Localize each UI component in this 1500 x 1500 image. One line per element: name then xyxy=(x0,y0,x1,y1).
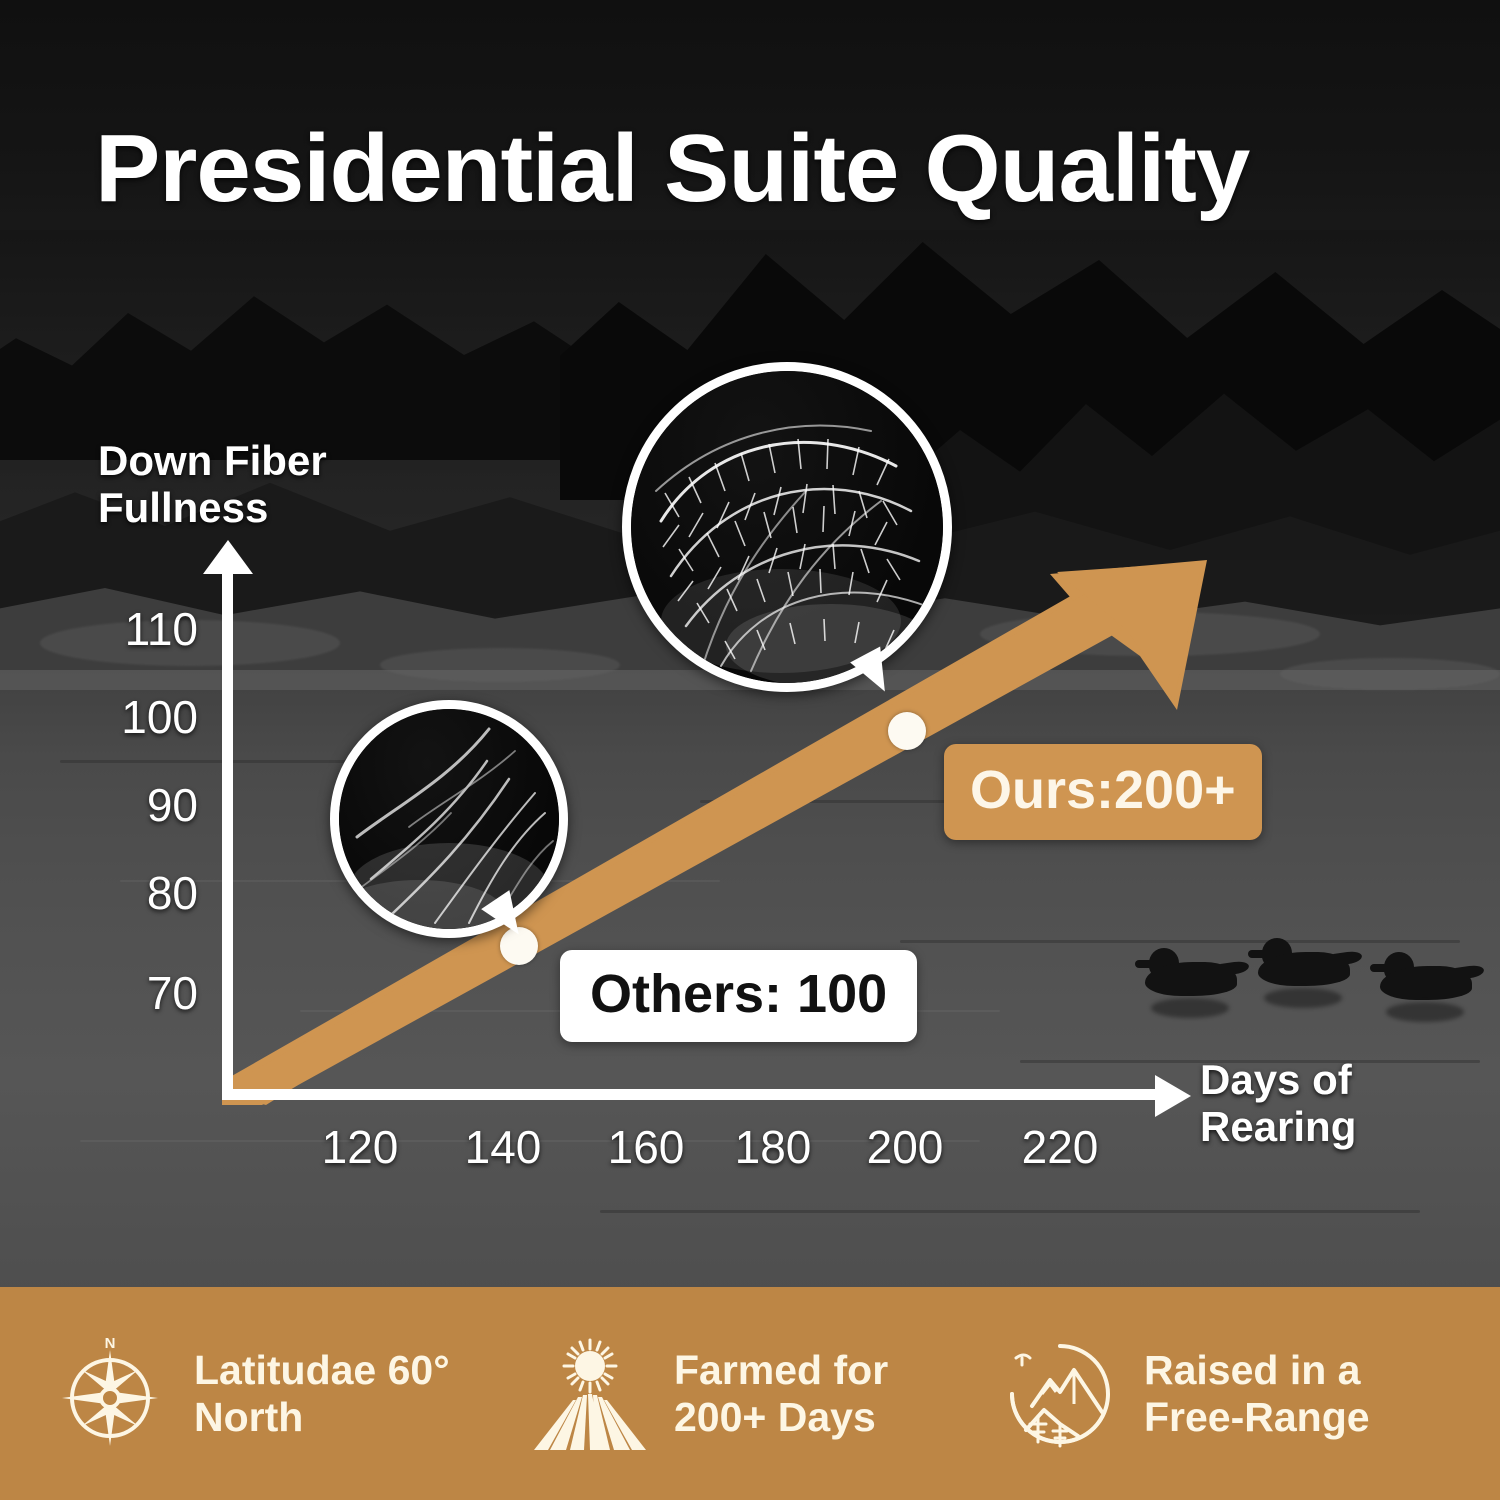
footer-item-label: Raised in a Free-Range xyxy=(1144,1347,1370,1440)
x-tick-label: 120 xyxy=(321,1121,399,1173)
x-axis-title-line1: Days of xyxy=(1200,1056,1352,1103)
water-ripple xyxy=(900,940,1460,943)
water-ripple xyxy=(1020,1060,1480,1063)
callout-ring xyxy=(330,700,568,938)
y-tick-label: 80 xyxy=(146,867,198,919)
x-tick-label: 220 xyxy=(1021,1121,1099,1173)
sun-over-field-icon xyxy=(528,1332,652,1456)
page-title: Presidential Suite Quality xyxy=(95,115,1250,222)
footer-item-free-range: Raised in a Free-Range xyxy=(998,1332,1468,1456)
x-tick-label: 200 xyxy=(866,1121,944,1173)
footer-item-label-line1: Raised in a xyxy=(1144,1346,1361,1393)
footer-item-label-line1: Latitudae 60° xyxy=(194,1346,450,1393)
x-axis-arrowhead-icon xyxy=(1155,1075,1191,1117)
footer-item-label-line2: 200+ Days xyxy=(674,1393,876,1440)
svg-text:N: N xyxy=(105,1335,116,1352)
x-axis-title: Days of Rearing xyxy=(1200,1056,1490,1150)
ice-floe xyxy=(40,620,340,666)
water-ripple xyxy=(600,1210,1420,1213)
x-tick-label: 140 xyxy=(464,1121,542,1173)
y-tick-label: 70 xyxy=(146,967,198,1019)
ice-floe xyxy=(380,648,620,682)
y-tick-label: 90 xyxy=(146,779,198,831)
x-axis-title-line2: Rearing xyxy=(1200,1103,1357,1151)
y-axis-title-line2: Fullness xyxy=(98,484,269,532)
water-ripple xyxy=(80,1140,980,1142)
water-ripple xyxy=(60,760,480,763)
footer-item-label: Farmed for 200+ Days xyxy=(674,1347,888,1440)
badge-others: Others: 100 xyxy=(560,950,918,1042)
y-tick-label: 100 xyxy=(121,691,198,743)
compass-rose-icon: N xyxy=(48,1332,172,1456)
x-tick-label: 180 xyxy=(734,1121,812,1173)
badge-ours: Ours:200+ xyxy=(944,744,1262,840)
ice-floe xyxy=(1280,658,1500,690)
y-axis-line xyxy=(222,560,233,1098)
footer-item-label-line2: North xyxy=(194,1393,304,1440)
dense-fiber-illustration xyxy=(655,424,936,683)
callout-ring xyxy=(622,362,952,692)
y-tick-label: 110 xyxy=(124,603,198,655)
sparse-fiber-illustration xyxy=(339,727,554,929)
callout-ordinary-down-fiber xyxy=(330,700,568,944)
footer-item-label-line1: Farmed for xyxy=(674,1346,889,1393)
data-point-ours xyxy=(888,712,926,750)
x-axis-line xyxy=(222,1089,1167,1100)
y-axis-title: Down Fiber Fullness xyxy=(98,437,398,531)
footer-item-label-line2: Free-Range xyxy=(1144,1393,1370,1440)
footer-item-farmed-days: Farmed for 200+ Days xyxy=(528,1332,988,1456)
footer-item-label: Latitudae 60° North xyxy=(194,1347,450,1440)
growth-chart: Down Fiber Fullness Days of Rearing 110 … xyxy=(98,362,1490,1173)
feature-footer-bar: N Latitudae 60° North xyxy=(0,1287,1500,1500)
y-axis-arrowhead-icon xyxy=(203,540,253,574)
down-fiber-microscope-image-sparse xyxy=(339,709,559,929)
callout-premium-down-fiber xyxy=(622,362,952,700)
footer-item-latitude: N Latitudae 60° North xyxy=(48,1332,518,1456)
y-axis-title-line1: Down Fiber xyxy=(98,437,327,484)
x-tick-label: 160 xyxy=(607,1121,685,1173)
data-point-others xyxy=(500,927,538,965)
mountain-pines-icon xyxy=(998,1332,1122,1456)
down-fiber-microscope-image-dense xyxy=(631,371,943,683)
